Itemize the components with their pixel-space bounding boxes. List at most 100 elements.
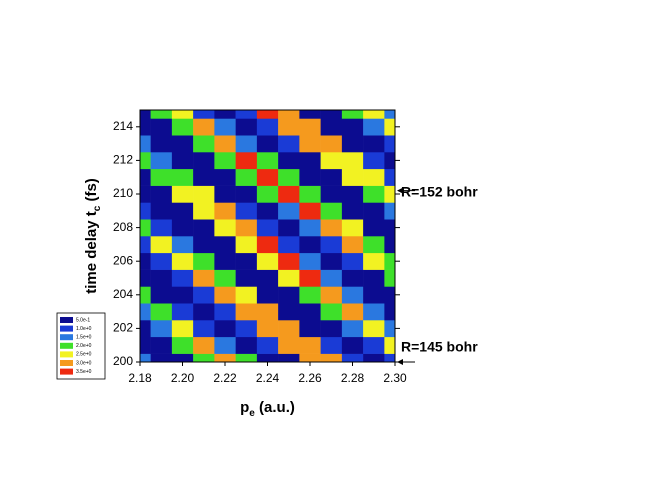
contour-cell [256, 110, 279, 119]
contour-cell [363, 353, 385, 362]
contour-cell [256, 286, 279, 304]
contour-cell [320, 236, 343, 254]
contour-cell [299, 286, 321, 304]
contour-cell [363, 202, 385, 220]
contour-cell [341, 236, 364, 254]
contour-cell [235, 320, 258, 338]
contour-cell [140, 110, 151, 119]
contour-cell [320, 135, 343, 153]
contour-cell [150, 168, 173, 186]
contour-cell [140, 303, 151, 321]
contour-cell [278, 252, 300, 270]
contour-cell [278, 269, 300, 287]
contour-cell [341, 202, 364, 220]
contour-cell [256, 168, 279, 186]
x-axis-label-part: e [249, 408, 255, 419]
contour-cell [299, 219, 321, 237]
contour-cell [341, 110, 364, 119]
contour-cell [214, 269, 236, 287]
y-tick-label: 200 [113, 354, 133, 368]
contour-cell [363, 185, 385, 203]
x-tick-label: 2.26 [298, 371, 322, 385]
contour-cell [320, 336, 343, 354]
contour-cell [256, 219, 279, 237]
contour-cell [214, 320, 236, 338]
contour-cell [235, 118, 258, 136]
contour-cell [171, 269, 194, 287]
contour-cell [320, 303, 343, 321]
contour-cell [171, 336, 194, 354]
y-tick-label: 214 [113, 119, 133, 133]
contour-cell [235, 336, 258, 354]
contour-cell [193, 286, 215, 304]
contour-cell [140, 286, 151, 304]
contour-cell [214, 353, 236, 362]
contour-cell [235, 168, 258, 186]
contour-cell [140, 202, 151, 220]
legend-swatch [60, 325, 73, 332]
contour-cell [171, 236, 194, 254]
contour-cell [384, 252, 395, 270]
legend-label: 3.0e+0 [76, 360, 92, 366]
contour-cell [320, 168, 343, 186]
contour-cell [171, 320, 194, 338]
contour-cell [341, 303, 364, 321]
annotation: R=152 bohr [401, 183, 478, 199]
contour-cell [235, 219, 258, 237]
legend-swatch [60, 351, 73, 358]
contour-cell [278, 202, 300, 220]
contour-cell [363, 236, 385, 254]
contour-cell [384, 110, 395, 119]
contour-cell [384, 236, 395, 254]
contour-cell [171, 353, 194, 362]
contour-cell [341, 286, 364, 304]
x-tick-label: 2.20 [171, 371, 195, 385]
contour-cell [193, 168, 215, 186]
contour-cell [171, 202, 194, 220]
contour-cell [363, 110, 385, 119]
contour-cell [341, 168, 364, 186]
contour-cell [256, 118, 279, 136]
annotation-arrowhead [397, 187, 403, 194]
contour-cell [341, 336, 364, 354]
contour-cell [384, 320, 395, 338]
contour-cell [299, 336, 321, 354]
contour-cell [363, 168, 385, 186]
contour-cell [299, 110, 321, 119]
contour-cell [193, 269, 215, 287]
contour-cell [235, 110, 258, 119]
contour-cell [299, 252, 321, 270]
contour-cell [171, 185, 194, 203]
contour-cell [384, 168, 395, 186]
y-tick-label: 202 [113, 321, 133, 335]
contour-cell [278, 303, 300, 321]
contour-cell [384, 185, 395, 203]
contour-cell [278, 185, 300, 203]
contour-cell [193, 202, 215, 220]
contour-cell [235, 353, 258, 362]
contour-cell [193, 252, 215, 270]
y-axis-label-part: (fs) [83, 178, 100, 206]
legend-label: 2.5e+0 [76, 352, 92, 358]
legend-label: 3.5e+0 [76, 369, 92, 375]
contour-cell [363, 269, 385, 287]
contour-cell [140, 168, 151, 186]
contour-cell [256, 152, 279, 170]
contour-cell [384, 135, 395, 153]
contour-cell [299, 320, 321, 338]
contour-cell [384, 269, 395, 287]
contour-cell [150, 185, 173, 203]
contour-cell [363, 252, 385, 270]
contour-cell [256, 202, 279, 220]
contour-cell [193, 336, 215, 354]
contour-cell [140, 135, 151, 153]
contour-cell [171, 168, 194, 186]
contour-cell [278, 336, 300, 354]
contour-cell [278, 353, 300, 362]
contour-cell [150, 118, 173, 136]
contour-cell [235, 303, 258, 321]
contour-cell [214, 168, 236, 186]
contour-cell [278, 219, 300, 237]
contour-cell [278, 118, 300, 136]
contour-cell [235, 286, 258, 304]
